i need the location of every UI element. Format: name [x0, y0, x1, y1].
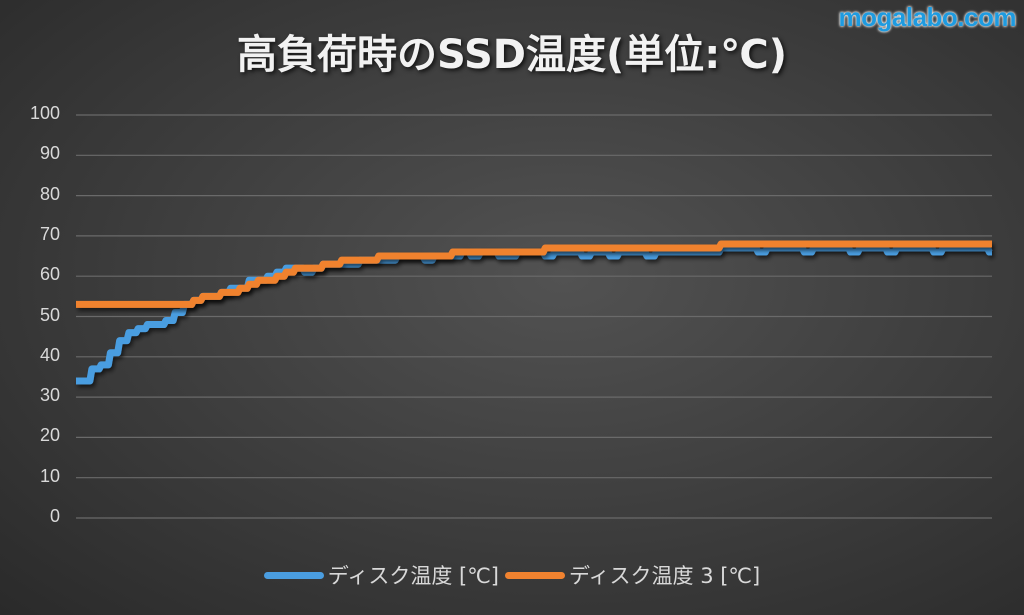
gridlines — [76, 114, 992, 519]
legend-swatch-orange — [504, 571, 565, 579]
watermark: mogalabo.com — [838, 2, 1017, 32]
y-tick-label: 0 — [49, 506, 60, 526]
y-tick-label: 40 — [39, 344, 60, 365]
legend-label: ディスク温度 [℃] — [327, 564, 499, 588]
y-tick-label: 80 — [39, 183, 60, 204]
legend-item-disk-temp: ディスク温度 [℃] — [263, 560, 499, 590]
series-line-disk-temp-3 — [76, 240, 993, 308]
legend-item-disk-temp-3: ディスク温度 3 [℃] — [504, 560, 761, 590]
legend-label: ディスク温度 3 [℃] — [568, 564, 761, 588]
y-tick-label: 30 — [39, 385, 60, 406]
chart-title: 高負荷時のSSD温度(単位:℃) — [236, 32, 788, 78]
y-tick-label: 90 — [39, 143, 60, 164]
y-tick-label: 70 — [39, 223, 60, 244]
legend-swatch-blue — [263, 571, 324, 579]
y-tick-label: 20 — [39, 425, 60, 446]
y-tick-label: 50 — [39, 304, 60, 325]
y-tick-label: 100 — [29, 103, 60, 123]
legend: ディスク温度 [℃] ディスク温度 3 [℃] — [0, 560, 1024, 590]
y-tick-label: 60 — [39, 264, 60, 285]
y-tick-label: 10 — [39, 465, 60, 486]
series-line-disk-temp — [76, 244, 993, 385]
